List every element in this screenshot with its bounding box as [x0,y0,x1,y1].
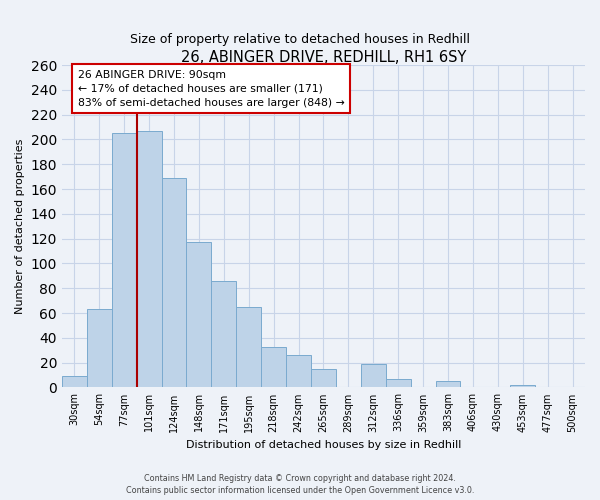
Text: 26 ABINGER DRIVE: 90sqm
← 17% of detached houses are smaller (171)
83% of semi-d: 26 ABINGER DRIVE: 90sqm ← 17% of detache… [77,70,344,108]
Bar [510,385,535,388]
Bar [311,369,336,388]
Bar [87,310,112,388]
Title: 26, ABINGER DRIVE, REDHILL, RH1 6SY: 26, ABINGER DRIVE, REDHILL, RH1 6SY [181,50,466,65]
X-axis label: Distribution of detached houses by size in Redhill: Distribution of detached houses by size … [186,440,461,450]
Text: Size of property relative to detached houses in Redhill: Size of property relative to detached ho… [130,32,470,46]
Bar [436,381,460,388]
Bar [112,133,137,388]
Bar [161,178,187,388]
Bar [187,242,211,388]
Bar [361,364,386,388]
Bar [386,378,410,388]
Bar [137,130,161,388]
Text: Contains HM Land Registry data © Crown copyright and database right 2024.
Contai: Contains HM Land Registry data © Crown c… [126,474,474,495]
Bar [62,376,87,388]
Bar [236,307,261,388]
Bar [211,281,236,388]
Bar [286,355,311,388]
Y-axis label: Number of detached properties: Number of detached properties [15,138,25,314]
Bar [261,346,286,388]
